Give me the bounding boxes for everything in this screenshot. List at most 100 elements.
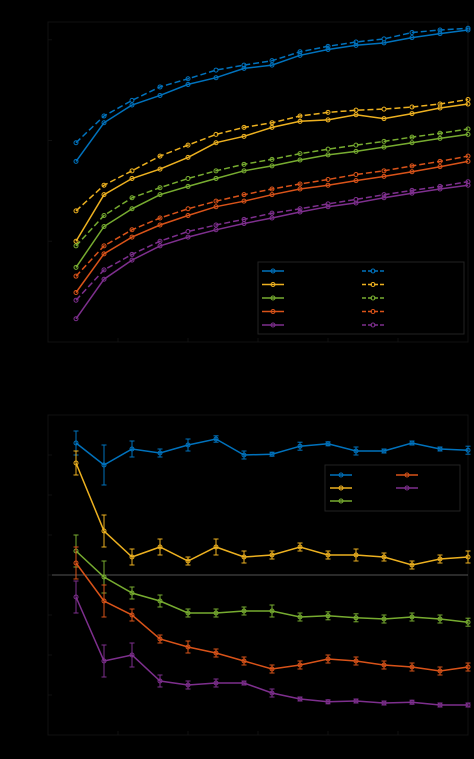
data-point-standard-15km (325, 146, 331, 152)
data-point-router-20km (353, 178, 359, 184)
data-point-20km (297, 662, 303, 668)
data-point-router-25km (73, 316, 79, 322)
data-point-standard-1km (213, 67, 219, 73)
data-point-20km (381, 662, 387, 668)
rate-x-tick-label: 15 (252, 347, 264, 358)
data-point-router-25km (381, 195, 387, 201)
data-point-router-10km (381, 116, 387, 122)
legend-label-20km: 20km (422, 470, 443, 480)
legend-label-standard-25km: standard 25km (388, 320, 444, 330)
data-point-router-10km (101, 192, 107, 198)
data-point-20km (73, 560, 79, 566)
data-point-20km (241, 658, 247, 664)
legend-marker-router-20km (270, 309, 276, 314)
data-point-router-10km (73, 238, 79, 244)
series-line-standard-25km (75, 180, 469, 301)
data-point-standard-20km (269, 186, 275, 192)
data-point-standard-1km (241, 62, 247, 68)
data-point-router-10km (297, 118, 303, 124)
fidelity-y-tick-label: 0.8 (30, 651, 44, 662)
fidelity-x-tick-label: 15 (252, 740, 264, 751)
data-point-25km (157, 678, 163, 684)
fidelity-x-tick-label: 10 (182, 740, 194, 751)
fidelity-y-tick-label: 1.2 (30, 491, 44, 502)
rate-x-axis-label: number of registers at repeater node, m (170, 368, 346, 379)
legend-label-router-20km: router 20km (288, 307, 333, 317)
series-line-standard-10km (75, 98, 469, 212)
data-point-router-20km (157, 222, 163, 228)
series-line-standard-15km (75, 128, 469, 247)
rate-x-tick-label: 5 (115, 347, 121, 358)
data-point-standard-10km (409, 104, 415, 110)
data-point-20km (465, 664, 471, 670)
data-point-standard-10km (213, 131, 219, 137)
data-point-standard-20km (185, 206, 191, 212)
data-point-router-25km (101, 276, 107, 282)
data-point-standard-15km (241, 161, 247, 167)
data-point-router-25km (409, 190, 415, 196)
data-point-router-1km (353, 42, 359, 48)
data-point-router-15km (465, 131, 471, 137)
data-point-router-15km (241, 168, 247, 174)
fidelity-x-tick-label: 20 (322, 740, 334, 751)
data-point-1km (325, 441, 331, 447)
fidelity-x-tick-label: 0 (45, 740, 51, 751)
fidelity-x-tick-label: 30 (462, 740, 474, 751)
data-point-standard-20km (213, 198, 219, 204)
data-point-1km (73, 440, 79, 446)
data-point-router-20km (381, 173, 387, 179)
data-point-router-20km (73, 289, 79, 295)
data-point-10km (241, 554, 247, 560)
data-point-router-10km (325, 117, 331, 123)
rate-y-tick-label: 10² (30, 136, 45, 147)
data-point-standard-20km (73, 273, 79, 279)
data-point-router-15km (437, 135, 443, 141)
series-line-standard-1km (75, 27, 469, 144)
data-point-standard-15km (213, 168, 219, 174)
legend-marker-standard-10km (370, 282, 376, 287)
data-point-standard-10km (185, 142, 191, 148)
data-point-router-1km (157, 92, 163, 98)
data-point-standard-20km (157, 215, 163, 221)
data-point-25km (297, 696, 303, 702)
data-point-router-15km (297, 157, 303, 163)
data-point-standard-20km (325, 177, 331, 183)
data-point-router-10km (269, 124, 275, 130)
data-point-standard-15km (73, 243, 79, 249)
data-point-standard-20km (241, 192, 247, 198)
data-point-router-15km (325, 152, 331, 158)
data-point-10km (437, 556, 443, 562)
fidelity-legend: 1km 10km 15km 20km 25km (324, 464, 461, 512)
fidelity-x-axis-label: number of registers at repeater node, m (170, 746, 346, 757)
data-point-standard-10km (325, 109, 331, 115)
data-point-router-15km (185, 183, 191, 189)
data-point-25km (213, 680, 219, 686)
data-point-10km (381, 554, 387, 560)
data-point-25km (465, 702, 471, 708)
fidelity-y-tick-label: 1.1 (30, 531, 44, 542)
data-point-standard-15km (381, 138, 387, 144)
data-point-router-15km (73, 264, 79, 270)
legend-label-standard-15km: standard 15km (388, 293, 444, 303)
rate-y-tick-label: 10⁰ (29, 338, 44, 349)
data-point-standard-10km (353, 107, 359, 113)
rate-chart: 5 10 15 20 25 30 10⁰ 10¹ 10² 10³ router 1km standa… (12, 21, 474, 379)
data-point-standard-25km (465, 179, 471, 185)
data-point-standard-1km (465, 25, 471, 31)
data-point-router-10km (185, 154, 191, 160)
data-point-standard-1km (129, 97, 135, 103)
data-point-standard-25km (157, 238, 163, 244)
data-point-router-1km (213, 75, 219, 81)
data-point-15km (129, 590, 135, 596)
data-point-standard-1km (101, 113, 107, 119)
legend-marker-router-1km (270, 268, 276, 274)
data-point-15km (269, 608, 275, 614)
data-point-router-1km (101, 120, 107, 126)
fidelity-y-tick-label: 0.6 (30, 731, 44, 742)
data-point-router-25km (325, 204, 331, 210)
legend-label-standard-10km: standard 10km (388, 280, 444, 290)
data-point-standard-25km (241, 216, 247, 222)
data-point-20km (325, 656, 331, 662)
data-point-standard-15km (465, 126, 471, 132)
rate-series-group (73, 25, 471, 322)
